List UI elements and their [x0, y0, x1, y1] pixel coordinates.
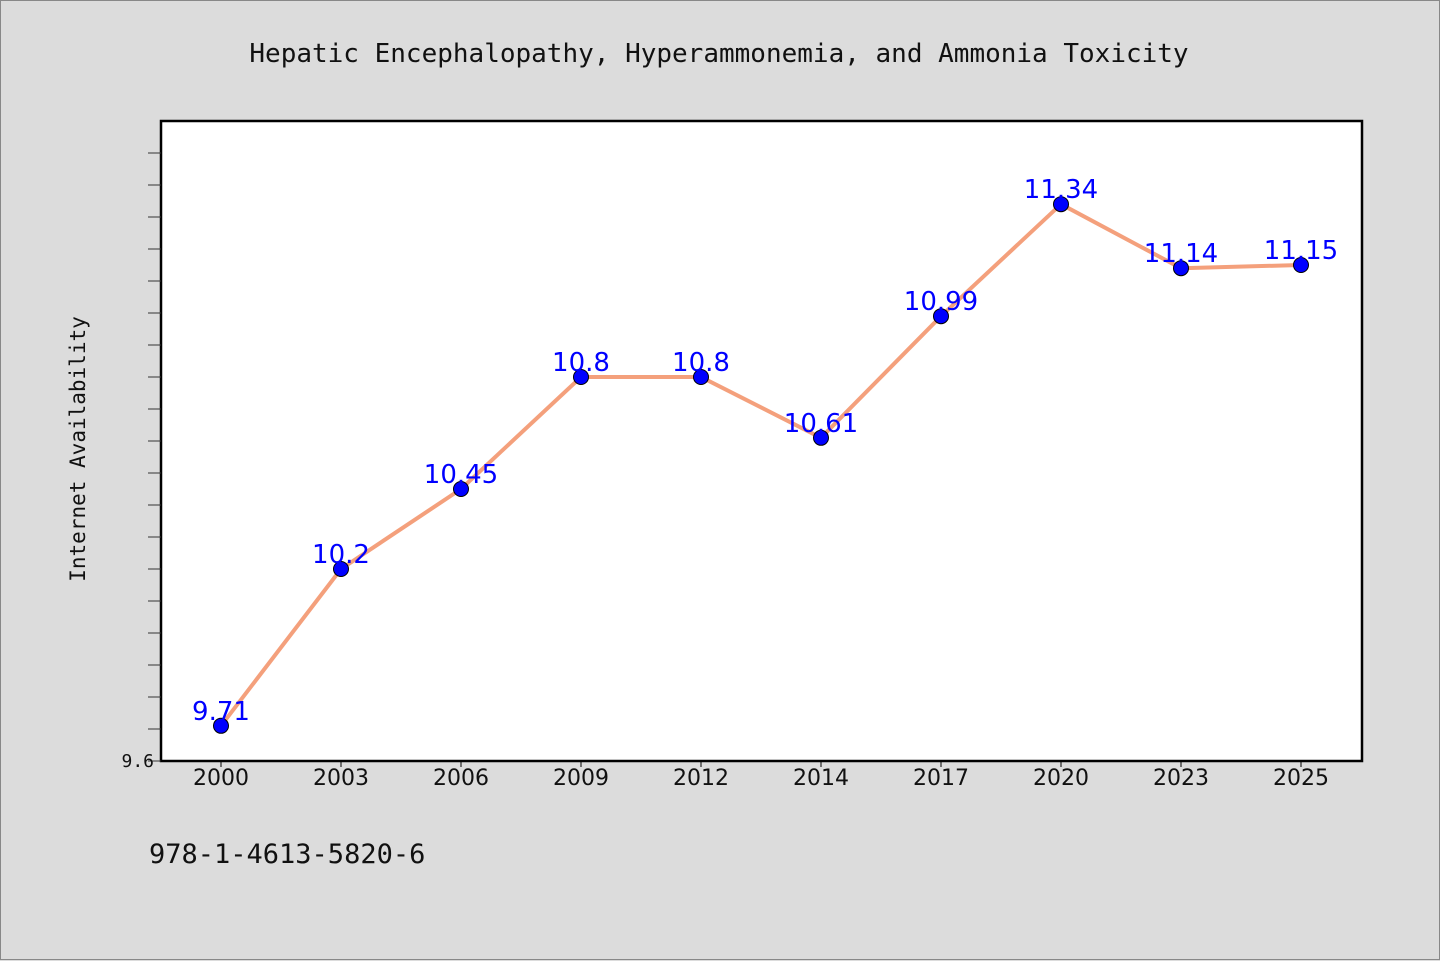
data-label: 10.8 [552, 348, 610, 378]
data-point [333, 561, 349, 577]
isbn-footer: 978-1-4613-5820-6 [149, 839, 425, 870]
data-point [693, 369, 709, 385]
data-label: 11.14 [1144, 239, 1218, 269]
data-label: 10.8 [672, 348, 730, 378]
x-tick-label: 2012 [673, 766, 729, 791]
y-tick-label: 9.6 [121, 751, 154, 772]
data-label: 10.99 [904, 287, 978, 317]
data-point [573, 369, 589, 385]
plot-area [159, 119, 1364, 763]
y-axis-ticks: 9.6 [121, 152, 161, 772]
series-line [219, 202, 1302, 728]
x-tick-label: 2020 [1033, 766, 1089, 791]
x-tick-label: 2000 [193, 766, 249, 791]
data-label: 10.61 [784, 409, 858, 439]
x-tick-label: 2006 [433, 766, 489, 791]
data-point [213, 717, 229, 734]
y-axis-label: Internet Availability [66, 316, 90, 582]
x-tick-label: 2014 [793, 766, 849, 791]
x-axis-ticks: 2000 2003 2006 2009 2012 2014 2017 2020 2023 2025 [193, 761, 1329, 791]
data-label: 9.71 [192, 697, 250, 727]
data-point [1293, 257, 1309, 273]
data-point [933, 308, 949, 325]
data-labels: 9.71 10.2 10.45 10.8 10.8 10.61 10.99 11.34 11.1… [192, 175, 1338, 727]
data-point [813, 429, 829, 446]
data-label: 10.2 [312, 540, 370, 570]
data-series [213, 196, 1309, 734]
x-tick-label: 2003 [313, 766, 369, 791]
data-label: 11.15 [1264, 236, 1338, 266]
data-label: 11.34 [1024, 175, 1098, 205]
data-point [453, 481, 469, 497]
x-tick-label: 2023 [1153, 766, 1209, 791]
x-tick-label: 2009 [553, 766, 609, 791]
x-tick-label: 2025 [1273, 766, 1329, 791]
data-label: 10.45 [424, 460, 498, 490]
data-point [1173, 260, 1189, 277]
x-tick-label: 2017 [913, 766, 969, 791]
data-point [1053, 196, 1069, 213]
chart-title: Hepatic Encephalopathy, Hyperammonemia, … [249, 39, 1188, 69]
